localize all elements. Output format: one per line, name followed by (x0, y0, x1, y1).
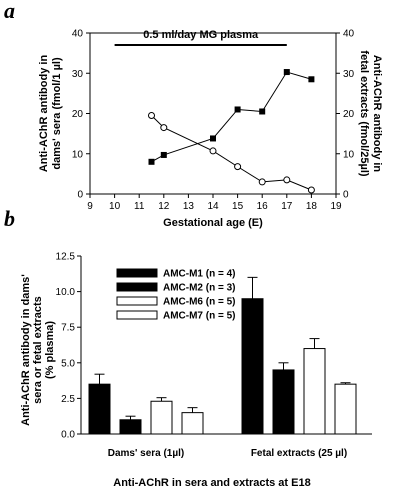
panel-b: b 0.02.55.07.510.012.5 AMC-M1 (n = 4)AMC… (4, 206, 372, 489)
panel-a-series-1-point (283, 69, 290, 76)
panel-b-legend-swatch (116, 282, 158, 292)
panel-a-series-1-line (151, 71, 312, 163)
panel-a-series-1-point (210, 135, 216, 142)
panel-a-series-1-point (259, 108, 266, 115)
panel-a-left-y-tick-label: 40 (72, 29, 84, 40)
panel-a-x-ticks: 9 10 11 12 13 14 15 16 17 18 19 (87, 194, 342, 212)
panel-a-right-y-tick-label: 30 (343, 69, 355, 80)
panel-b-y-tick-label: 2.5 (61, 394, 75, 405)
panel-b-y-tick-label: 5.0 (61, 358, 75, 369)
panel-a-series-2-point (148, 112, 155, 120)
panel-a-series-1-point (234, 106, 241, 113)
panel-a-right-y-ticks: 0 10 20 30 40 (336, 29, 355, 201)
panel-b-letter: b (4, 206, 15, 231)
panel-b-legend-swatch (116, 268, 158, 278)
panel-b-category-label: Fetal extracts (25 µl) (251, 448, 347, 459)
panel-a-right-y-tick-label: 20 (343, 109, 355, 120)
panel-a-right-y-tick-label: 10 (343, 149, 355, 160)
panel-b-legend: AMC-M1 (n = 4) AMC-M2 (n = 3) AMC-M6 (n = … (116, 268, 236, 322)
panel-b-category-label: Dams' sera (1µl) (108, 448, 185, 459)
panel-a-x-tick-label: 14 (207, 201, 219, 212)
panel-a: a 9 10 11 12 13 14 15 16 17 18 19 0 10 20 30 40 0 10 20 3… (4, 0, 383, 229)
panel-a-left-y-tick-label: 20 (72, 109, 84, 120)
panel-b-bar (241, 298, 264, 435)
panel-a-left-y-tick-label: 10 (72, 149, 84, 160)
panel-a-series-1-point (160, 151, 167, 158)
panel-a-x-tick-label: 10 (109, 201, 121, 212)
panel-a-series-2-point (307, 186, 315, 194)
panel-b-legend-label: AMC-M6 (n = 5) (163, 297, 236, 308)
panel-a-series-2-point (234, 163, 242, 171)
panel-b-bars (88, 276, 357, 435)
panel-b-category-labels: Dams' sera (1µl) Fetal extracts (25 µl) (108, 448, 347, 459)
panel-a-x-tick-label: 11 (134, 201, 145, 212)
panel-a-x-tick-label: 9 (87, 201, 93, 212)
panel-a-left-y-tick-label: 0 (77, 190, 83, 201)
panel-a-series-2-point (258, 178, 266, 186)
panel-b-y-tick-label: 0.0 (61, 430, 75, 441)
panel-b-bar (272, 369, 295, 435)
panel-b-bar (119, 419, 142, 435)
panel-a-series-2-point (160, 124, 168, 132)
panel-b-bar (150, 400, 173, 435)
panel-a-right-y-axis-title: Anti-AChR antibody infetal extracts (fmo… (358, 50, 383, 176)
panel-a-treatment-label: 0.5 ml/day MG plasma (143, 29, 259, 41)
panel-b-y-axis-title: Anti-AChR antibody in dams'sera or fetal… (20, 274, 56, 426)
panel-a-x-tick-label: 12 (158, 201, 170, 212)
panel-a-x-tick-label: 18 (306, 201, 318, 212)
panel-a-series-2-point (283, 176, 291, 184)
panel-a-left-y-tick-label: 30 (72, 69, 84, 80)
panel-a-right-y-tick-label: 40 (343, 29, 355, 40)
panel-b-bar (334, 383, 357, 435)
panel-a-left-y-ticks: 0 10 20 30 40 (72, 29, 90, 201)
panel-b-y-tick-label: 7.5 (61, 323, 75, 334)
panel-a-x-axis-title: Gestational age (E) (163, 217, 263, 229)
panel-a-right-y-tick-label: 0 (343, 190, 349, 201)
panel-b-legend-swatch (116, 296, 158, 306)
panel-b-legend-label: AMC-M7 (n = 5) (163, 311, 236, 322)
panel-b-legend-label: AMC-M1 (n = 4) (163, 269, 236, 280)
panel-a-x-tick-label: 19 (330, 201, 342, 212)
panel-b-y-tick-label: 12.5 (56, 252, 76, 263)
panel-a-x-tick-label: 16 (257, 201, 269, 212)
panel-b-bar (303, 348, 326, 435)
panel-a-left-y-axis-title: Anti-AChR antibody indams' sera (fmol/1 … (38, 55, 63, 173)
panel-a-x-tick-label: 17 (281, 201, 293, 212)
panel-b-bar (181, 412, 204, 435)
panel-a-series-1-point (308, 76, 315, 83)
panel-b-y-tick-label: 10.0 (56, 287, 76, 298)
panel-b-legend-swatch (116, 310, 158, 320)
panel-b-y-ticks: 0.0 2.5 5.0 7.5 10.0 12.5 (56, 252, 81, 441)
panel-b-bar (88, 383, 111, 435)
panel-a-series-2-point (209, 147, 217, 155)
panel-a-series (148, 69, 315, 194)
panel-b-legend-label: AMC-M2 (n = 3) (163, 283, 236, 294)
panel-b-x-axis-title: Anti-AChR in sera and extracts at E18 (113, 477, 310, 489)
panel-a-series-1-point (148, 158, 155, 165)
panel-a-x-tick-label: 15 (232, 201, 244, 212)
panel-a-x-tick-label: 13 (183, 201, 195, 212)
panel-a-letter: a (4, 0, 15, 23)
